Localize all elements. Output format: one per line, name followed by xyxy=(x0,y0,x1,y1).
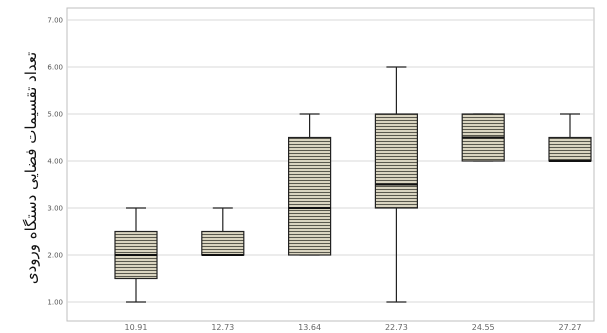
y-tick-label: 5.00 xyxy=(47,111,63,119)
y-tick-label: 4.00 xyxy=(47,158,63,166)
x-tick-label: 24.55 xyxy=(472,323,495,332)
box-iqr xyxy=(288,136,332,256)
box-iqr xyxy=(201,230,245,256)
box-iqr xyxy=(374,113,418,209)
box-10.91 xyxy=(114,207,158,303)
box-13.64 xyxy=(288,113,332,256)
box-iqr xyxy=(548,136,592,162)
x-tick-label: 13.64 xyxy=(298,323,321,332)
x-tick-label: 12.73 xyxy=(211,323,234,332)
y-tick-label: 7.00 xyxy=(47,17,63,25)
box-12.73 xyxy=(201,207,245,256)
y-tick-labels: 1.00 2.00 3.00 4.00 5.00 6.00 7.00 xyxy=(47,17,63,307)
y-tick-label: 2.00 xyxy=(47,252,63,260)
y-tick-label: 3.00 xyxy=(47,205,63,213)
y-axis-label: تعداد تقسیمات فضایی دستگاه ورودی xyxy=(22,52,40,284)
x-tick-label: 22.73 xyxy=(385,323,408,332)
box-24.55 xyxy=(461,113,505,162)
y-tick-label: 1.00 xyxy=(47,299,63,307)
x-tick-label: 27.27 xyxy=(559,323,582,332)
box-27.27 xyxy=(548,113,592,162)
y-tick-label: 6.00 xyxy=(47,64,63,72)
box-22.73 xyxy=(374,66,418,303)
x-tick-label: 10.91 xyxy=(125,323,148,332)
boxes xyxy=(114,66,592,303)
x-tick-labels: 10.91 12.73 13.64 22.73 24.55 27.27 xyxy=(125,323,582,332)
